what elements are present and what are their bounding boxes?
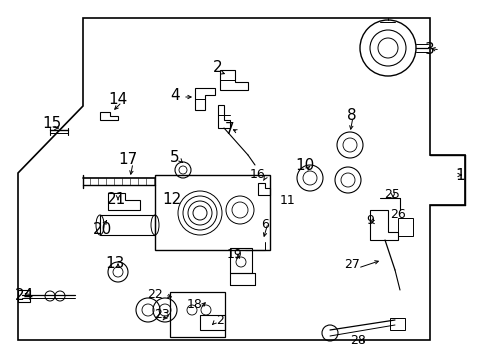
- Text: 28: 28: [349, 333, 365, 346]
- Text: 2: 2: [216, 314, 224, 327]
- Text: 14: 14: [108, 93, 127, 108]
- Text: 4: 4: [170, 87, 180, 103]
- Text: 18: 18: [187, 298, 203, 311]
- Text: 24: 24: [15, 288, 35, 302]
- Bar: [155, 175, 269, 250]
- Bar: [397, 218, 412, 236]
- Bar: [18, 290, 30, 302]
- Text: 12: 12: [162, 193, 181, 207]
- Bar: [170, 292, 224, 337]
- Text: 7: 7: [225, 122, 234, 138]
- Bar: [389, 318, 404, 330]
- Text: 5: 5: [170, 150, 180, 166]
- Text: 15: 15: [42, 116, 61, 130]
- Text: 20: 20: [92, 222, 111, 238]
- Text: 27: 27: [344, 258, 359, 271]
- Text: 1: 1: [454, 167, 464, 183]
- Text: 25: 25: [383, 189, 399, 202]
- Text: 2: 2: [213, 60, 223, 76]
- Text: 17: 17: [118, 153, 137, 167]
- Polygon shape: [18, 18, 464, 340]
- Text: 8: 8: [346, 108, 356, 122]
- Text: 21: 21: [107, 193, 126, 207]
- Text: 11: 11: [280, 194, 295, 207]
- Bar: [100, 215, 155, 235]
- Text: 16: 16: [250, 168, 265, 181]
- Text: 13: 13: [105, 256, 124, 270]
- Text: 9: 9: [366, 213, 373, 226]
- Text: 26: 26: [389, 208, 405, 221]
- Text: 22: 22: [147, 288, 163, 302]
- Text: 3: 3: [424, 42, 434, 58]
- Text: 10: 10: [295, 158, 314, 172]
- Text: 6: 6: [261, 219, 268, 231]
- Bar: [200, 315, 224, 330]
- Text: 19: 19: [226, 248, 243, 261]
- Bar: [229, 248, 251, 273]
- Text: 23: 23: [154, 309, 169, 321]
